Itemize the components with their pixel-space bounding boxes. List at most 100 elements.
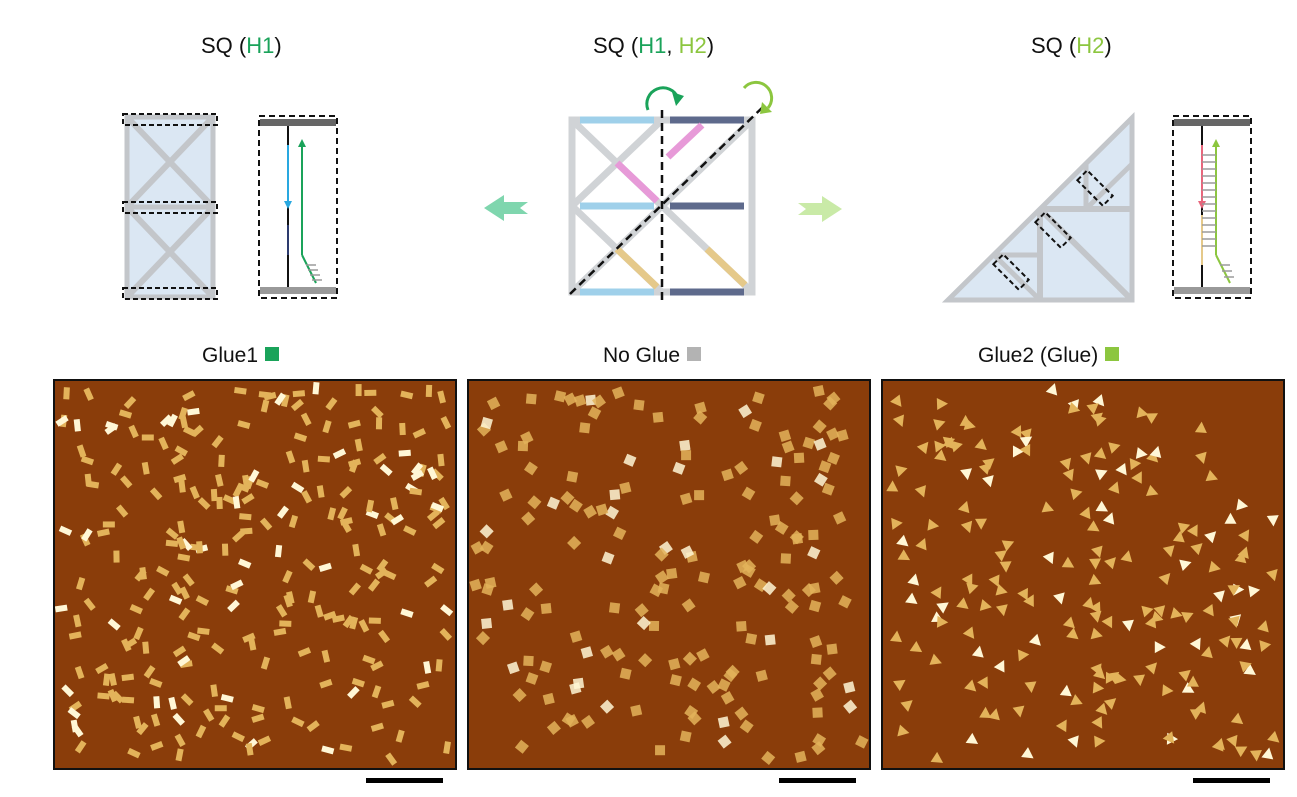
afm-particle bbox=[936, 398, 949, 411]
afm-particle bbox=[520, 607, 535, 621]
afm-particle bbox=[1067, 735, 1079, 748]
sq-h2-origami-diagram bbox=[941, 112, 1135, 303]
afm-particle bbox=[291, 716, 305, 728]
afm-particle bbox=[113, 550, 120, 563]
afm-particle bbox=[721, 468, 734, 482]
afm-particle bbox=[149, 487, 163, 501]
afm-particle bbox=[142, 641, 150, 654]
afm-particle bbox=[232, 496, 241, 509]
afm-particle bbox=[1019, 443, 1031, 457]
afm-particle bbox=[241, 493, 255, 505]
afm-particle bbox=[648, 620, 660, 632]
afm-particle bbox=[1095, 500, 1109, 512]
afm-particle bbox=[1061, 556, 1075, 568]
afm-particle bbox=[523, 655, 534, 667]
afm-particle bbox=[423, 660, 432, 674]
afm-particle bbox=[781, 440, 795, 454]
afm-particle bbox=[168, 594, 183, 605]
afm-particle bbox=[585, 394, 597, 406]
afm-particle bbox=[723, 668, 738, 683]
afm-particle bbox=[218, 714, 231, 728]
afm-particle bbox=[371, 685, 382, 699]
afm-particle bbox=[687, 677, 702, 692]
afm-particle bbox=[611, 647, 626, 662]
afm-particle bbox=[403, 525, 417, 536]
afm-particle bbox=[379, 463, 393, 477]
afm-particle bbox=[279, 620, 292, 627]
afm-particle bbox=[347, 419, 361, 429]
afm-particle bbox=[1162, 545, 1175, 558]
afm-particle bbox=[1108, 481, 1120, 494]
afm-particle bbox=[288, 514, 299, 529]
afm-particle bbox=[784, 599, 799, 614]
afm-particle bbox=[1131, 471, 1142, 484]
afm-particle bbox=[283, 594, 293, 608]
afm-particle bbox=[400, 390, 414, 400]
afm-image-glue2 bbox=[881, 379, 1285, 770]
afm-particle bbox=[1062, 468, 1074, 482]
afm-particle bbox=[566, 470, 579, 483]
afm-particle bbox=[242, 632, 256, 643]
afm-particle bbox=[1091, 716, 1103, 729]
panel-label-no-glue: No Glue bbox=[603, 344, 702, 368]
afm-particle bbox=[367, 578, 381, 592]
afm-particle bbox=[323, 610, 337, 621]
afm-particle bbox=[480, 416, 493, 430]
afm-particle bbox=[230, 579, 244, 591]
afm-particle bbox=[818, 460, 832, 474]
afm-particle bbox=[666, 567, 678, 580]
afm-particle bbox=[813, 676, 828, 691]
afm-particle bbox=[733, 575, 747, 590]
afm-particle bbox=[221, 543, 229, 556]
afm-particle bbox=[408, 695, 422, 709]
afm-particle bbox=[933, 419, 946, 431]
afm-particle bbox=[789, 491, 804, 506]
afm-particle bbox=[339, 517, 353, 526]
afm-particle bbox=[251, 704, 265, 714]
afm-particle bbox=[1234, 551, 1247, 564]
afm-particle bbox=[291, 481, 305, 494]
afm-particle bbox=[1186, 675, 1199, 687]
afm-particle bbox=[891, 517, 903, 530]
afm-particle bbox=[813, 437, 827, 451]
afm-particle bbox=[1226, 734, 1238, 748]
afm-particle bbox=[220, 693, 234, 703]
afm-particle bbox=[988, 708, 1000, 721]
afm-particle bbox=[654, 547, 669, 562]
afm-particle bbox=[365, 499, 375, 513]
afm-particle bbox=[318, 562, 332, 572]
afm-particle bbox=[801, 583, 816, 598]
afm-particle bbox=[129, 604, 143, 615]
afm-particle bbox=[936, 615, 949, 628]
afm-particle bbox=[886, 480, 899, 492]
afm-particle bbox=[381, 699, 395, 709]
afm-particle bbox=[1145, 413, 1159, 424]
afm-particle bbox=[486, 396, 501, 411]
afm-particle bbox=[1102, 512, 1115, 525]
afm-particle bbox=[321, 745, 335, 755]
afm-particle bbox=[623, 453, 637, 467]
afm-particle bbox=[469, 578, 482, 592]
afm-particle bbox=[339, 485, 353, 499]
afm-particle bbox=[123, 637, 138, 650]
afm-particle bbox=[587, 406, 602, 420]
afm-particle bbox=[1089, 558, 1102, 570]
h2-strand-diagram bbox=[1172, 115, 1252, 299]
afm-particle bbox=[390, 497, 399, 511]
afm-particle bbox=[936, 602, 949, 614]
afm-particle bbox=[143, 587, 156, 601]
afm-particle bbox=[652, 411, 664, 423]
afm-particle bbox=[123, 396, 137, 409]
afm-particle bbox=[297, 647, 312, 658]
afm-particle bbox=[1028, 633, 1041, 646]
afm-particle bbox=[1023, 594, 1034, 607]
afm-particle bbox=[176, 536, 187, 550]
afm-particle bbox=[475, 631, 491, 646]
afm-particle bbox=[1135, 447, 1148, 459]
afm-particle bbox=[1088, 573, 1102, 585]
afm-particle bbox=[438, 496, 450, 511]
afm-particle bbox=[187, 407, 200, 416]
afm-particle bbox=[982, 475, 994, 488]
afm-particle bbox=[248, 469, 260, 483]
afm-particle bbox=[679, 492, 693, 506]
